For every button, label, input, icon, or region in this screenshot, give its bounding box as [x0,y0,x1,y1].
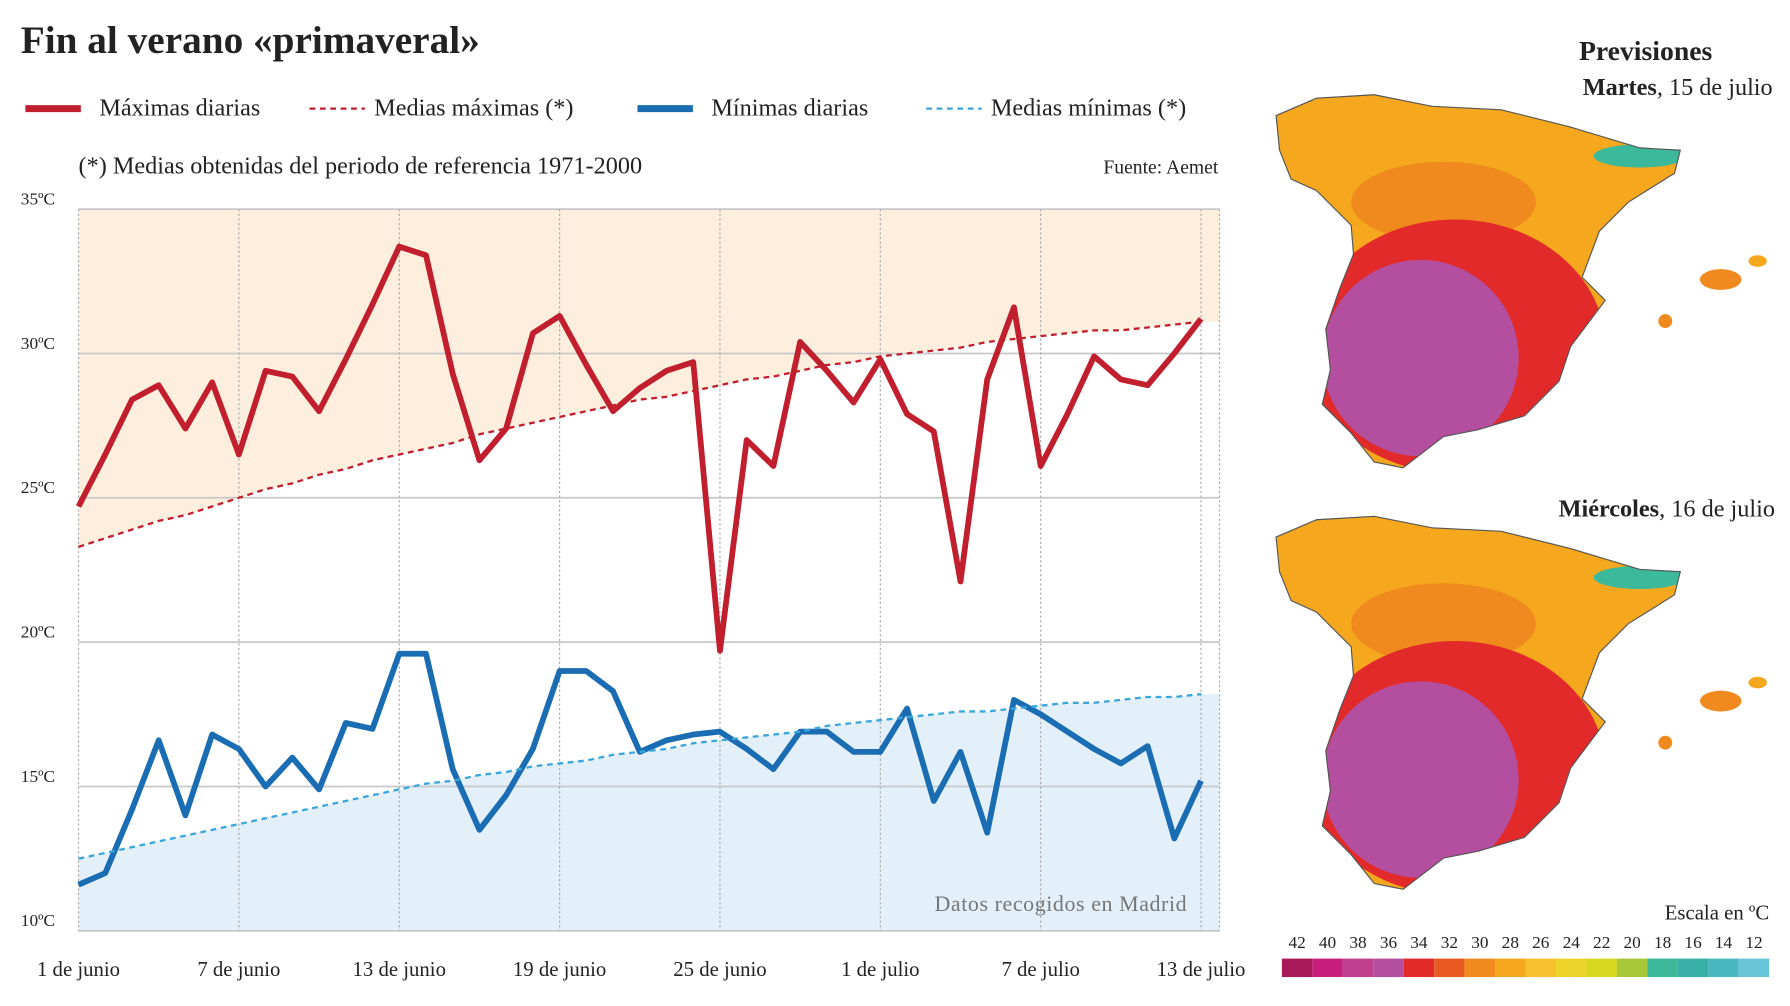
scale-swatch [1281,958,1313,978]
scale-swatch [1556,958,1587,978]
scale-label: 16 [1684,933,1702,952]
island [1658,314,1673,329]
scale-label: 20 [1623,933,1640,952]
x-tick-label: 13 de junio [353,958,446,981]
scale-swatch [1403,958,1435,978]
scale-swatch [1434,958,1465,978]
island [1658,735,1673,750]
y-tick-label: 30ºC [21,334,55,353]
island [1748,255,1767,267]
source: Fuente: Aemet [1103,157,1219,178]
scale-label: 18 [1654,933,1671,952]
scale-swatch [1738,958,1770,978]
y-tick-label: 20ºC [21,623,55,642]
legend-label: Medias mínimas (*) [991,95,1186,122]
scale-label: 40 [1319,933,1336,952]
island [1748,676,1767,689]
forecast-title: Previsiones [1579,35,1713,66]
series-line [78,692,1202,860]
scale-swatch [1373,958,1404,978]
map-day: Martes [1583,74,1657,101]
scale-label: 26 [1532,933,1550,952]
y-tick-label: 15ºC [21,767,55,786]
map-fill [1276,94,1681,468]
scale-swatch [1647,958,1678,978]
series-line [75,243,1204,654]
scale-label: 30 [1471,933,1488,952]
plot: 10ºC 15ºC 20ºC 25ºC 30ºC 35ºC 1 de junio 7 de j… [21,189,1246,980]
map-zone [1322,681,1519,878]
y-tick-label: 35ºC [21,189,55,208]
map-day: Miércoles [1559,495,1660,522]
scale-label: 32 [1441,933,1458,952]
island [1699,690,1742,712]
scale-label: 22 [1593,933,1610,952]
x-tick-label: 1 de julio [841,958,919,981]
y-tick-label: 10ºC [21,911,55,930]
scale-label: 42 [1288,933,1305,952]
scale-swatch [1677,958,1709,978]
scale-swatch [1708,958,1739,978]
scale-label: 24 [1563,933,1581,952]
scale-swatch [1495,958,1526,978]
map-zone [1593,565,1681,590]
legend-label: Máximas diarias [99,95,260,122]
x-tick-label: 7 de julio [1001,958,1079,981]
warm-band [78,209,1220,547]
legend-label: Medias máximas (*) [374,95,573,122]
series-line [78,320,1202,548]
chart-title: Fin al verano «primaveral» [21,19,480,62]
map-fill [1276,516,1681,890]
map-caption: Martes, 15 de julio [1583,74,1773,101]
legend-label: Mínimas diarias [711,95,868,122]
subtitle: (*) Medias obtenidas del periodo de refe… [79,152,643,179]
scale-label: 14 [1715,933,1733,952]
scale-swatch [1586,958,1617,978]
scale-swatch [1616,958,1648,978]
cool-band [78,694,1220,931]
annotation: Datos recogidos en Madrid [935,891,1188,916]
map-zone [1351,161,1536,243]
scale-swatch [1312,958,1343,978]
x-tick-label: 7 de junio [197,958,280,981]
map-zone [1322,259,1519,457]
forecast-map [1275,94,1767,469]
map-date: , 15 de julio [1657,74,1773,101]
scale-label: 34 [1410,933,1428,952]
scale-label: 36 [1380,933,1398,952]
scale-swatch [1525,958,1557,978]
x-tick-label: 19 de junio [513,958,606,981]
scale-title: Escala en ºC [1665,901,1769,924]
x-tick-label: 13 de julio [1157,958,1246,981]
map-caption: Miércoles, 16 de julio [1559,495,1775,522]
scale-label: 38 [1349,933,1366,952]
x-tick-label: 25 de junio [673,958,766,981]
map-zone [1593,144,1681,168]
map-outline [1275,94,1682,469]
scale-label: 12 [1745,933,1762,952]
map-date: , 16 de julio [1659,495,1775,522]
scale-label: 28 [1502,933,1519,952]
y-tick-label: 25ºC [21,478,55,497]
map-zone [1351,583,1536,665]
scale-swatch [1464,958,1496,978]
map-outline [1275,515,1682,890]
scale-swatch [1342,958,1374,978]
island [1699,269,1742,290]
forecast-map [1275,515,1767,890]
x-tick-label: 1 de junio [37,958,120,981]
maps: Martes, 15 de julio Miércoles, 16 de juli… [1275,74,1775,978]
